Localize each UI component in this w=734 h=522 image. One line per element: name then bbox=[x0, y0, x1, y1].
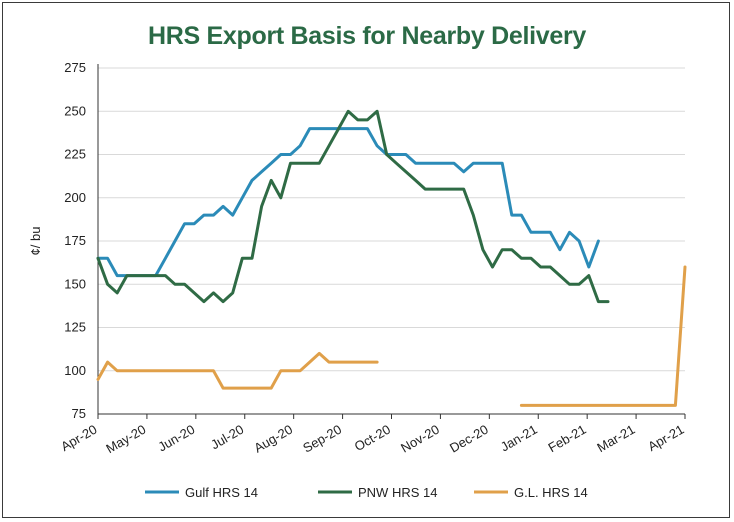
x-tick-labels: Apr-20 May-20 Jun-20 Jul-20 Aug-20 Sep-20 Oct-… bbox=[58, 422, 686, 457]
y-tick-label: 175 bbox=[64, 233, 86, 248]
legend: Gulf HRS 14 PNW HRS 14 G.L. HRS 14 bbox=[145, 485, 588, 500]
series-line bbox=[96, 109, 610, 304]
axes bbox=[97, 64, 686, 419]
series-lines bbox=[96, 109, 687, 407]
y-tick-labels: 75 100 125 150 175 200 225 250 275 bbox=[64, 60, 86, 421]
y-tick-label: 200 bbox=[64, 190, 86, 205]
y-tick-label: 225 bbox=[64, 147, 86, 162]
legend-label: G.L. HRS 14 bbox=[514, 485, 588, 500]
grid-lines bbox=[98, 67, 685, 372]
y-tick-label: 100 bbox=[64, 363, 86, 378]
series-line bbox=[96, 351, 379, 390]
x-tick-label: Oct-20 bbox=[352, 422, 393, 454]
x-tick-label: Feb-21 bbox=[545, 422, 588, 456]
y-tick-label: 75 bbox=[72, 406, 86, 421]
x-tick-label: Aug-20 bbox=[251, 422, 295, 456]
x-tick-label: Nov-20 bbox=[398, 422, 442, 456]
x-tick-label: Sep-20 bbox=[300, 422, 344, 456]
legend-label: PNW HRS 14 bbox=[358, 485, 437, 500]
x-tick-label: Jul-20 bbox=[208, 422, 246, 453]
y-tick-label: 250 bbox=[64, 103, 86, 118]
series-line bbox=[96, 127, 600, 278]
x-tick-label: May-20 bbox=[103, 422, 148, 457]
y-tick-label: 125 bbox=[64, 320, 86, 335]
x-tick-label: Apr-20 bbox=[58, 422, 99, 455]
y-tick-label: 150 bbox=[64, 276, 86, 291]
y-tick-label: 275 bbox=[64, 60, 86, 75]
x-tick-label: Jan-21 bbox=[498, 422, 540, 455]
y-axis-label: ¢/ bu bbox=[28, 227, 43, 256]
chart-title: HRS Export Basis for Nearby Delivery bbox=[148, 22, 586, 50]
x-tick-label: Mar-21 bbox=[594, 422, 637, 456]
legend-label: Gulf HRS 14 bbox=[185, 485, 258, 500]
x-tick-label: Apr-21 bbox=[645, 422, 686, 455]
series-line bbox=[519, 265, 687, 407]
x-tick-label: Dec-20 bbox=[447, 422, 491, 456]
x-tick-label: Jun-20 bbox=[155, 422, 197, 455]
